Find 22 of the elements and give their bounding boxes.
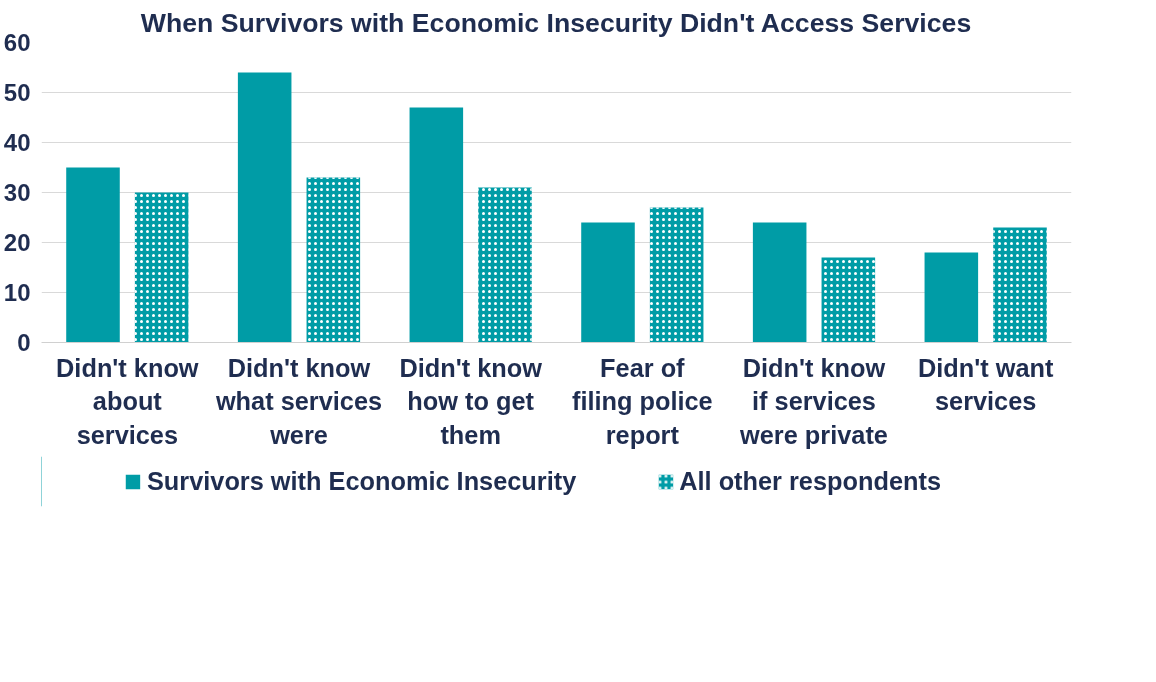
bar <box>924 252 979 343</box>
bar <box>752 222 807 343</box>
y-tick-label: 30 <box>3 179 31 206</box>
x-tick-label: Didn't know about services <box>56 353 199 449</box>
bar <box>581 222 635 343</box>
y-tick-label: 10 <box>3 279 31 306</box>
y-tick-label: 60 <box>3 29 31 56</box>
y-tick-label: 0 <box>17 329 31 356</box>
legend-label: Survivors with Economic Insecurity <box>146 466 577 496</box>
y-tick-label: 50 <box>3 79 31 106</box>
x-tick-label: Didn't know what services were <box>214 353 383 449</box>
chart-title: When Survivors with Economic Insecurity Didn't Access Services <box>140 7 972 38</box>
x-tick-label: Didn't want services <box>917 353 1054 416</box>
legend-label: All other respondents <box>679 466 942 496</box>
bar <box>66 167 120 343</box>
bar <box>409 107 464 343</box>
y-tick-label: 40 <box>3 129 31 156</box>
x-tick-label: Didn't know how to get them <box>399 353 543 449</box>
x-tick-label: Didn't know if services were private <box>739 353 888 449</box>
y-tick-label: 20 <box>3 229 31 256</box>
bar <box>237 72 292 343</box>
x-tick-label: Fear of filing police report <box>571 353 713 449</box>
